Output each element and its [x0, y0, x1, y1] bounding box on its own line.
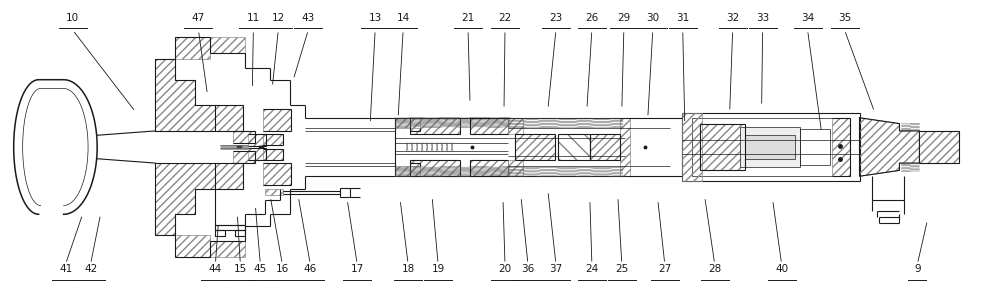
Bar — [248, 134, 266, 146]
Text: 35: 35 — [838, 13, 851, 23]
Bar — [620, 118, 630, 176]
Text: 30: 30 — [646, 13, 659, 23]
Text: 46: 46 — [304, 264, 317, 274]
Bar — [263, 163, 291, 185]
Text: 37: 37 — [549, 264, 563, 274]
Text: 28: 28 — [708, 264, 721, 274]
Bar — [740, 126, 800, 168]
Text: 10: 10 — [66, 13, 79, 23]
Text: 9: 9 — [914, 264, 921, 274]
Text: 32: 32 — [726, 13, 739, 23]
Bar — [235, 230, 245, 236]
Bar — [259, 146, 264, 148]
Text: 25: 25 — [615, 264, 628, 274]
Text: 19: 19 — [431, 264, 445, 274]
Bar — [233, 151, 255, 163]
Bar — [237, 146, 242, 148]
Bar — [558, 134, 590, 160]
Bar — [215, 105, 243, 131]
Text: 21: 21 — [461, 13, 475, 23]
Bar — [248, 148, 266, 160]
Bar — [215, 225, 245, 230]
Text: 12: 12 — [272, 13, 285, 23]
Text: 45: 45 — [254, 264, 267, 274]
Text: 23: 23 — [549, 13, 563, 23]
Text: 18: 18 — [402, 264, 415, 274]
Text: 11: 11 — [247, 13, 260, 23]
Bar — [682, 113, 702, 181]
Text: 40: 40 — [775, 264, 788, 274]
Text: 43: 43 — [302, 13, 315, 23]
Text: 47: 47 — [192, 13, 205, 23]
Bar — [700, 123, 745, 171]
Bar — [470, 160, 508, 176]
Bar — [590, 134, 620, 160]
Bar — [692, 118, 850, 176]
Text: 27: 27 — [658, 264, 671, 274]
Bar — [745, 135, 795, 159]
Bar — [215, 163, 243, 189]
Bar — [515, 134, 555, 160]
Text: 20: 20 — [498, 264, 512, 274]
Text: 17: 17 — [351, 264, 364, 274]
Bar — [233, 131, 255, 143]
Bar — [800, 129, 830, 165]
Bar — [832, 118, 850, 176]
Text: 13: 13 — [369, 13, 382, 23]
Text: 16: 16 — [276, 264, 289, 274]
Text: 42: 42 — [84, 264, 97, 274]
Bar — [263, 109, 291, 131]
Text: 41: 41 — [59, 264, 72, 274]
Bar — [263, 149, 283, 160]
Bar — [265, 189, 283, 195]
Text: 44: 44 — [209, 264, 222, 274]
Bar — [682, 113, 860, 181]
Bar — [259, 146, 264, 147]
Text: 36: 36 — [521, 264, 535, 274]
Text: 26: 26 — [585, 13, 598, 23]
Text: 34: 34 — [801, 13, 814, 23]
Text: 14: 14 — [397, 13, 410, 23]
Bar — [508, 118, 523, 134]
Text: 22: 22 — [498, 13, 512, 23]
Text: 24: 24 — [585, 264, 598, 274]
Bar — [215, 230, 225, 236]
Bar — [237, 146, 242, 147]
Bar — [508, 160, 523, 176]
Text: 33: 33 — [756, 13, 769, 23]
Text: 31: 31 — [676, 13, 689, 23]
Bar — [470, 118, 508, 134]
Text: 15: 15 — [234, 264, 247, 274]
Text: 29: 29 — [617, 13, 630, 23]
Bar — [263, 134, 283, 145]
